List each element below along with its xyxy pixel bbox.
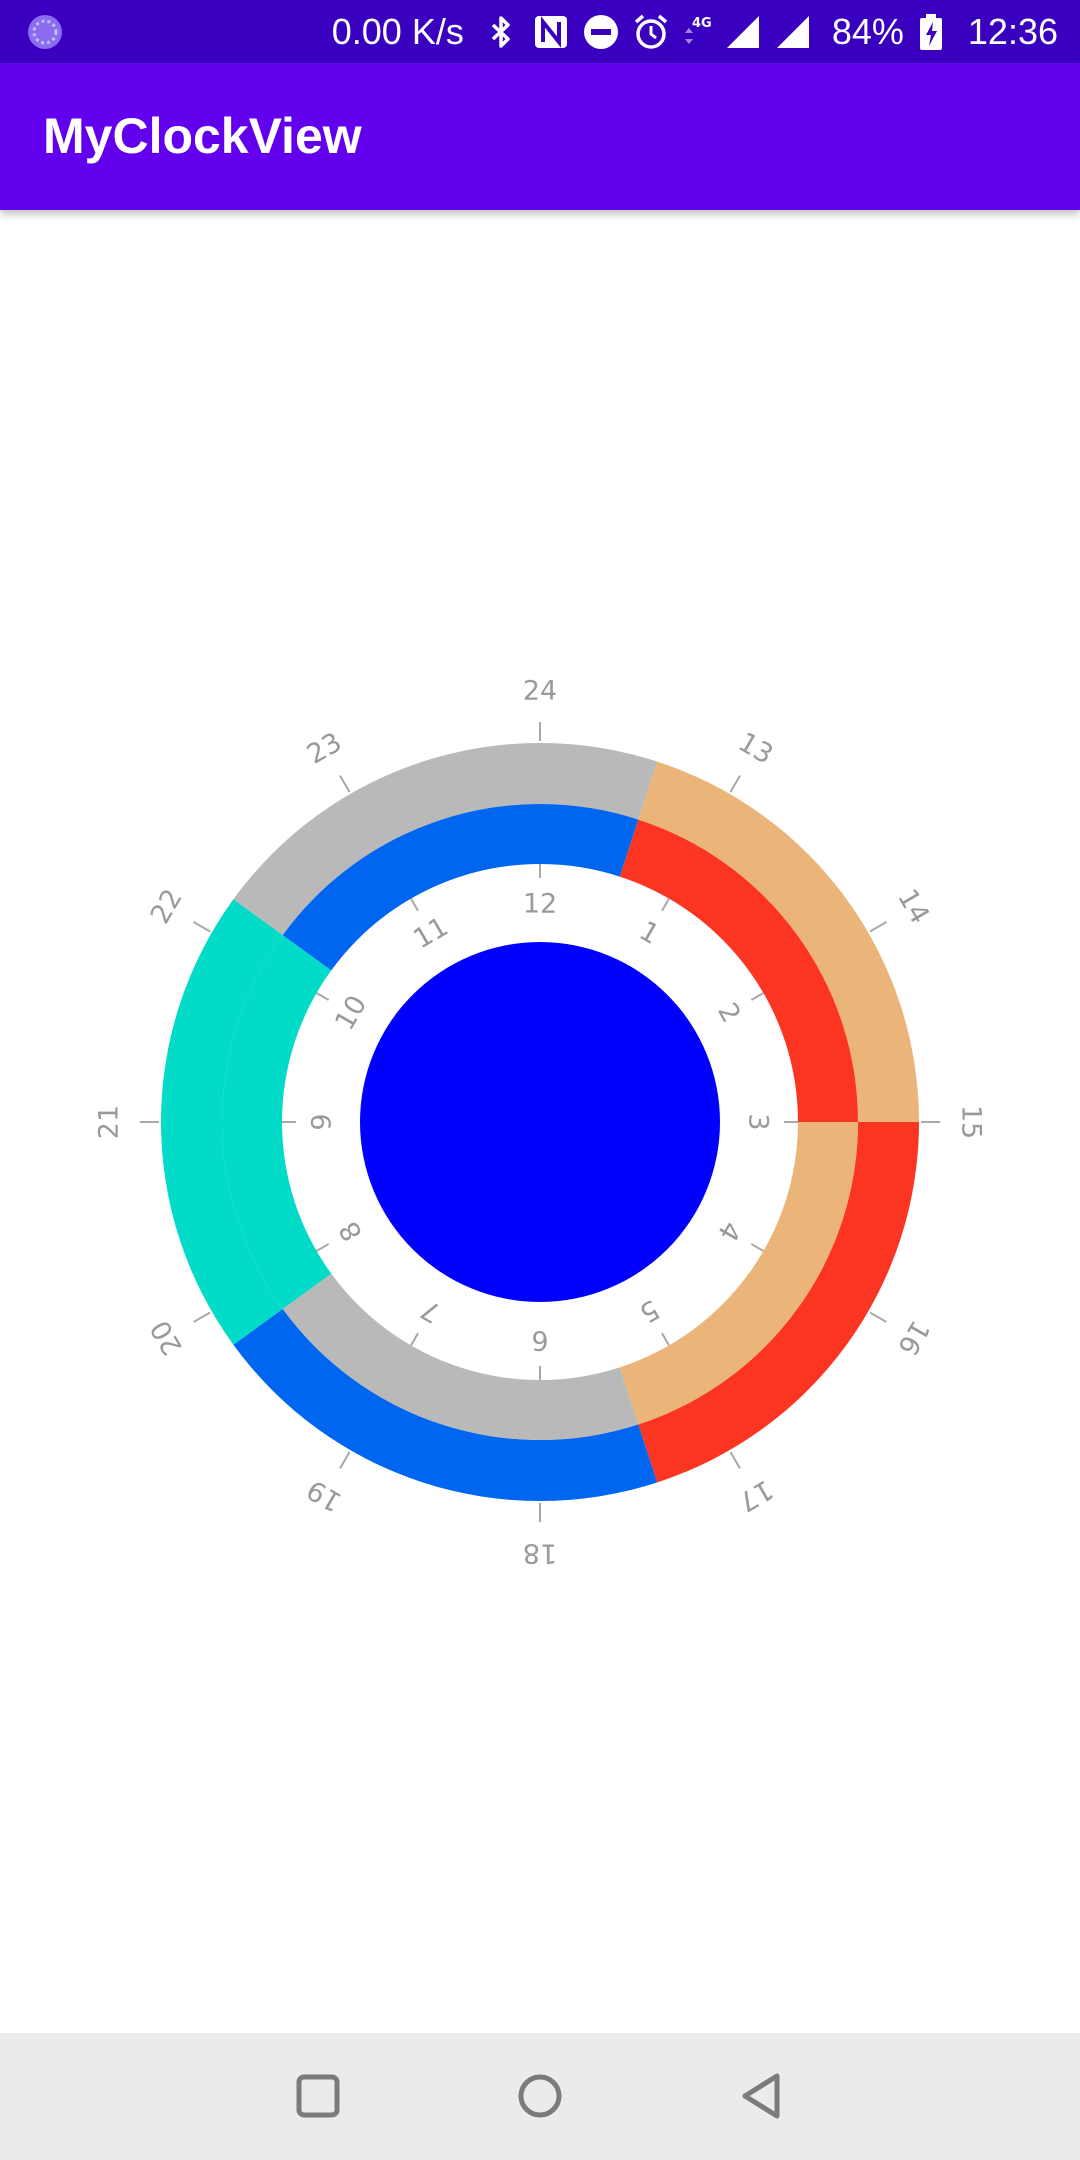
- center-disc: [360, 942, 720, 1302]
- inner-tick-8: [316, 1243, 330, 1252]
- recents-square-icon[interactable]: [285, 2063, 351, 2129]
- outer-tick-8: [193, 1311, 211, 1323]
- outer-hour-label-24: 24: [523, 676, 557, 707]
- outer-hour-label-23: 23: [302, 727, 347, 771]
- outer-hour-label-15: 15: [956, 1105, 987, 1139]
- outer-ring: [160, 743, 920, 1501]
- alarm-icon: [634, 14, 667, 49]
- app-bar: MyClockView: [0, 63, 1080, 210]
- inner-hour-label-8: 8: [333, 1216, 368, 1246]
- inner-hour-label-12: 12: [523, 889, 557, 920]
- outer-hour-label-21: 21: [94, 1105, 125, 1139]
- outer-hour-label-14: 14: [891, 884, 935, 929]
- outer-ring-segment-0: [638, 761, 920, 1122]
- inner-hour-label-5: 5: [634, 1293, 664, 1328]
- outer-tick-11: [339, 775, 351, 793]
- inner-hour-label-2: 2: [711, 998, 746, 1028]
- battery-percent: 84%: [831, 10, 904, 52]
- outer-tick-10: [193, 921, 211, 933]
- data-4g-icon: 4G: [684, 16, 712, 44]
- inner-tick-2: [750, 992, 764, 1001]
- outer-hour-label-16: 16: [891, 1315, 935, 1360]
- inner-hour-label-3: 3: [743, 1113, 774, 1130]
- outer-ring-segment-3: [160, 899, 283, 1345]
- outer-hour-label-22: 22: [145, 884, 189, 929]
- outer-tick-5: [729, 1451, 741, 1469]
- home-circle-icon[interactable]: [507, 2063, 573, 2129]
- inner-hour-label-7: 7: [416, 1293, 446, 1328]
- outer-hour-label-19: 19: [302, 1473, 347, 1517]
- inner-hour-label-6: 6: [531, 1325, 548, 1356]
- cell-signal-icon: [726, 15, 759, 48]
- app-notification-icon: [28, 15, 62, 49]
- cell-signal-full-icon: [776, 15, 809, 48]
- clock-view[interactable]: 13 14 15 16 17 18 19 20 21 22 23 24 1 2 3 4 5 6 7 8 9 10 11 12: [0, 210, 1080, 2033]
- network-speed: 0.00 K/s: [331, 10, 464, 52]
- inner-hour-label-11: 11: [408, 911, 453, 955]
- outer-ring-segment-1: [638, 1122, 919, 1483]
- tick-marks: [140, 722, 940, 1522]
- inner-tick-10: [316, 992, 330, 1001]
- back-triangle-icon[interactable]: [729, 2063, 795, 2129]
- inner-hour-label-4: 4: [711, 1216, 746, 1246]
- outer-hour-label-18: 18: [523, 1538, 557, 1569]
- do-not-disturb-icon: [583, 14, 618, 49]
- outer-tick-2: [869, 921, 887, 933]
- outer-hour-label-20: 20: [145, 1315, 189, 1360]
- bluetooth-icon: [491, 15, 510, 48]
- status-time: 12:36: [967, 10, 1058, 52]
- inner-tick-1: [661, 898, 670, 912]
- inner-ring-segment-3: [221, 935, 332, 1309]
- inner-tick-11: [410, 898, 419, 912]
- inner-tick-4: [750, 1243, 764, 1252]
- inner-hour-label-9: 9: [307, 1113, 338, 1130]
- outer-ring-segment-2: [233, 1308, 658, 1501]
- inner-tick-7: [410, 1332, 419, 1346]
- inner-tick-5: [661, 1332, 670, 1346]
- inner-ring-segment-1: [619, 1122, 858, 1425]
- status-icons: 0.00 K/s 4G 84%: [332, 0, 1058, 63]
- inner-hour-label-1: 1: [634, 915, 664, 950]
- page-title: MyClockView: [43, 108, 362, 164]
- inner-ring-segment-0: [619, 819, 858, 1122]
- inner-ring: [221, 804, 858, 1440]
- outer-tick-4: [869, 1311, 887, 1323]
- outer-hour-label-17: 17: [733, 1473, 778, 1517]
- inner-ring-segment-4: [282, 804, 639, 971]
- outer-hour-label-13: 13: [733, 727, 778, 771]
- outer-tick-1: [729, 775, 741, 793]
- inner-hour-label-10: 10: [329, 990, 373, 1035]
- status-bar: 0.00 K/s 4G 84%: [0, 0, 1080, 63]
- battery-charging-icon: [919, 13, 942, 50]
- network-type: 4G: [692, 16, 712, 31]
- outer-ring-segment-4: [233, 743, 658, 936]
- navigation-bar: [0, 2033, 1080, 2160]
- nfc-icon: [534, 15, 567, 48]
- outer-tick-7: [339, 1451, 351, 1469]
- inner-ring-segment-2: [282, 1273, 639, 1440]
